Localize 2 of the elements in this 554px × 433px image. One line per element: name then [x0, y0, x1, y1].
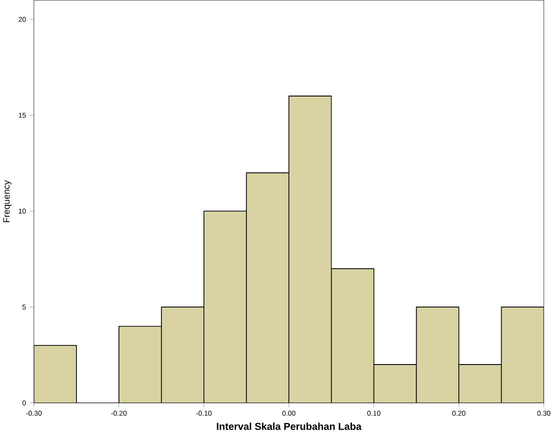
y-axis-title: Frequency: [3, 180, 12, 222]
x-axis-title: Interval Skala Perubahan Laba: [216, 422, 362, 430]
